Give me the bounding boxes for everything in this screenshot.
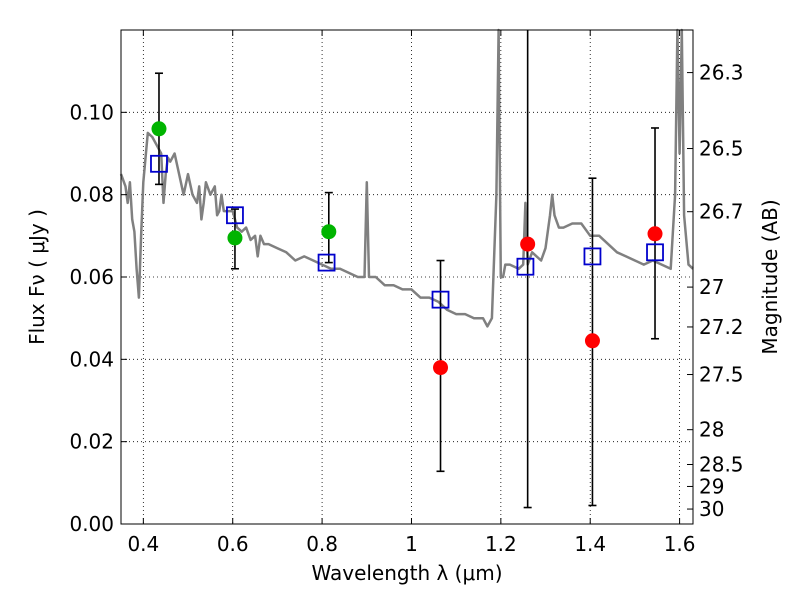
x-tick-label: 1.2	[485, 532, 517, 556]
y-tick-label: 0.00	[69, 512, 114, 536]
spectrum-line	[119, 28, 694, 328]
red-data-point	[520, 236, 536, 252]
x-tick-label: 1.4	[574, 532, 606, 556]
mag-tick-label: 28	[699, 418, 724, 442]
x-tick-label: 0.6	[217, 532, 249, 556]
model-square-point	[646, 243, 664, 262]
right-axis-label: Magnitude (AB)	[758, 199, 782, 354]
green-data-point	[321, 224, 337, 240]
x-axis-label: Wavelength λ (μm)	[311, 561, 502, 585]
y-tick-label: 0.06	[69, 265, 114, 289]
x-tick-label: 0.8	[306, 532, 338, 556]
model-square-point	[431, 290, 450, 309]
mag-tick-label: 26.5	[699, 137, 744, 161]
observed-points	[151, 121, 663, 376]
model-square-point	[150, 154, 168, 173]
y-tick-label: 0.10	[69, 100, 114, 124]
model-square-point	[583, 247, 602, 266]
y-tick-label: 0.04	[69, 347, 114, 371]
model-square-point	[516, 257, 535, 276]
x-tick-label: 1.6	[664, 532, 696, 556]
mag-tick-label: 27	[699, 275, 724, 299]
mag-tick-label: 29	[699, 474, 724, 498]
y-tick-label: 0.02	[69, 430, 114, 454]
axis-ticks: 0.4 0.6 0.8 1 1.2 1.4 1.6 0.00 0.02 0.04 0.06 0.08 0…	[69, 30, 744, 556]
mag-tick-label: 30	[699, 497, 724, 521]
y-axis-label: Flux Fν ( μJy )	[25, 209, 49, 345]
model-spectrum	[119, 28, 694, 328]
model-square-point	[226, 206, 244, 225]
x-tick-label: 1	[405, 532, 418, 556]
model-square-point	[317, 253, 336, 272]
mag-tick-label: 26.3	[699, 61, 744, 85]
mag-tick-label: 27.2	[699, 315, 744, 339]
red-data-point	[433, 360, 449, 376]
mag-tick-label: 27.5	[699, 363, 744, 387]
green-data-point	[227, 230, 243, 246]
green-data-point	[151, 121, 167, 137]
model-photometry-points	[150, 154, 664, 309]
x-tick-label: 0.4	[127, 532, 159, 556]
y-tick-label: 0.08	[69, 183, 114, 207]
red-data-point	[584, 333, 600, 349]
mag-tick-label: 26.7	[699, 200, 744, 224]
mag-tick-label: 28.5	[699, 452, 744, 476]
red-data-point	[647, 226, 663, 242]
